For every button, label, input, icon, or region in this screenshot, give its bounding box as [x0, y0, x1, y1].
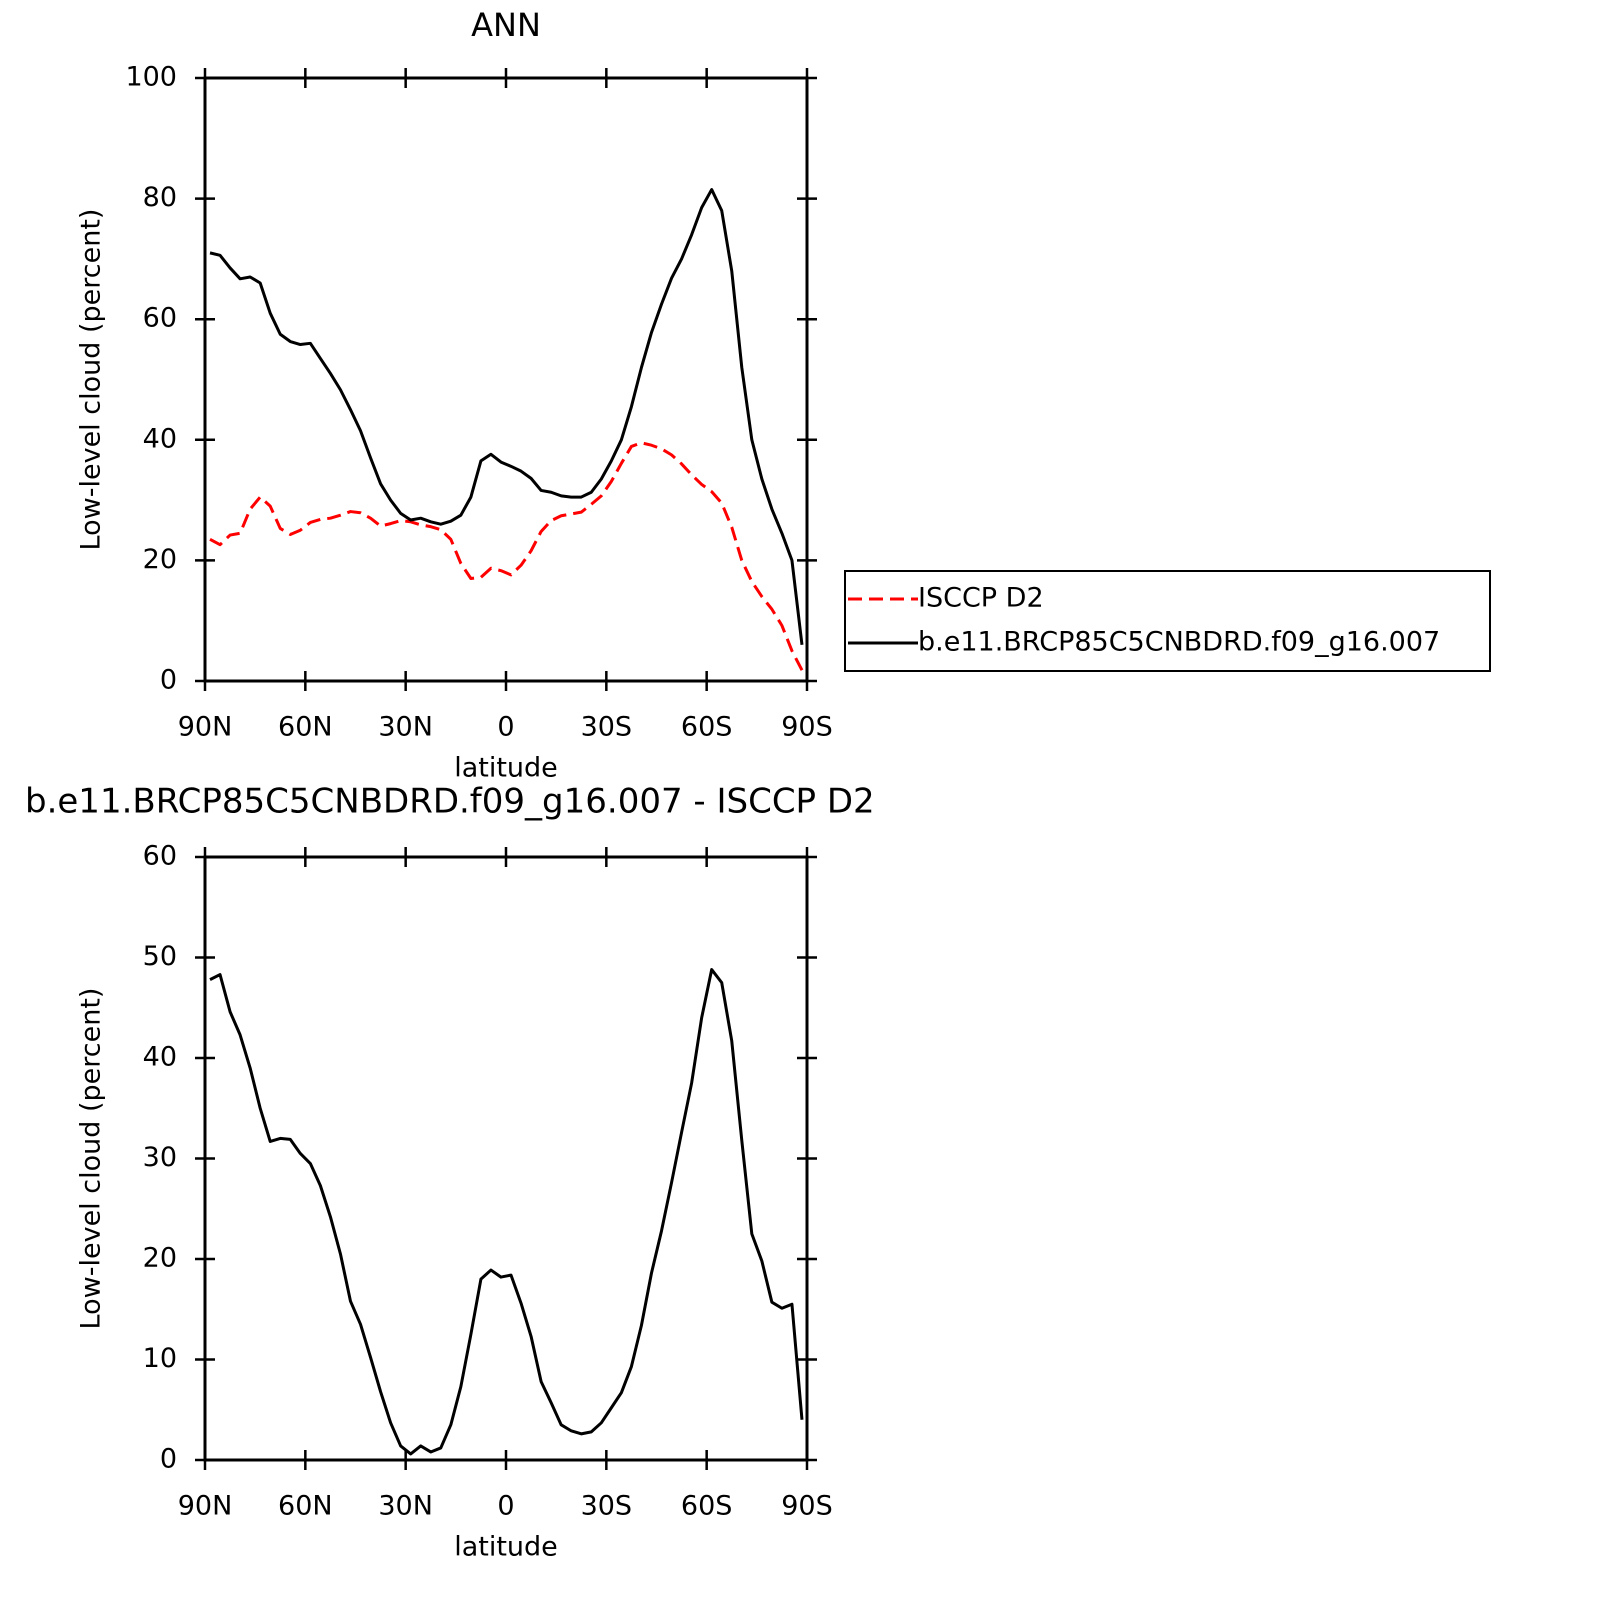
legend-label: ISCCP D2 [918, 583, 1044, 614]
y-tick-label: 50 [143, 941, 177, 972]
x-tick-label: 0 [497, 1491, 514, 1522]
chart-title: b.e11.BRCP85C5CNBDRD.f09_g16.007 - ISCCP… [25, 782, 875, 822]
y-tick-label: 20 [143, 1243, 177, 1274]
x-tick-label: 90S [781, 712, 833, 743]
y-tick-label: 60 [143, 303, 177, 334]
x-tick-label: 60N [278, 712, 333, 743]
x-tick-label: 90S [781, 1491, 833, 1522]
y-tick-label: 10 [143, 1343, 177, 1374]
legend-box [844, 570, 1491, 672]
y-tick-label: 80 [143, 182, 177, 213]
x-tick-label: 60S [681, 712, 733, 743]
y-tick-label: 40 [143, 1042, 177, 1073]
x-tick-label: 30S [581, 1491, 633, 1522]
x-tick-label: 60N [278, 1491, 333, 1522]
x-tick-label: 90N [178, 1491, 233, 1522]
y-tick-label: 30 [143, 1142, 177, 1173]
x-tick-label: 30N [378, 712, 433, 743]
y-axis-label: Low-level cloud (percent) [76, 988, 107, 1330]
x-tick-label: 60S [681, 1491, 733, 1522]
plot-frame [203, 76, 809, 683]
legend-label: b.e11.BRCP85C5CNBDRD.f09_g16.007 [918, 627, 1440, 658]
data-line [209, 188, 804, 645]
y-axis-label: Low-level cloud (percent) [76, 209, 107, 551]
data-line [209, 441, 804, 671]
y-tick-label: 40 [143, 423, 177, 454]
chart-title: ANN [471, 6, 541, 44]
y-tick-label: 20 [143, 544, 177, 575]
y-tick-label: 60 [143, 841, 177, 872]
data-line [209, 968, 804, 1456]
x-tick-label: 30S [581, 712, 633, 743]
x-tick-label: 30N [378, 1491, 433, 1522]
y-tick-label: 100 [125, 62, 177, 93]
y-tick-label: 0 [160, 665, 177, 696]
y-tick-label: 0 [160, 1444, 177, 1475]
plot-frame [203, 855, 809, 1462]
x-axis-label: latitude [454, 1532, 558, 1563]
x-axis-label: latitude [454, 753, 558, 784]
x-tick-label: 0 [497, 712, 514, 743]
x-tick-label: 90N [178, 712, 233, 743]
